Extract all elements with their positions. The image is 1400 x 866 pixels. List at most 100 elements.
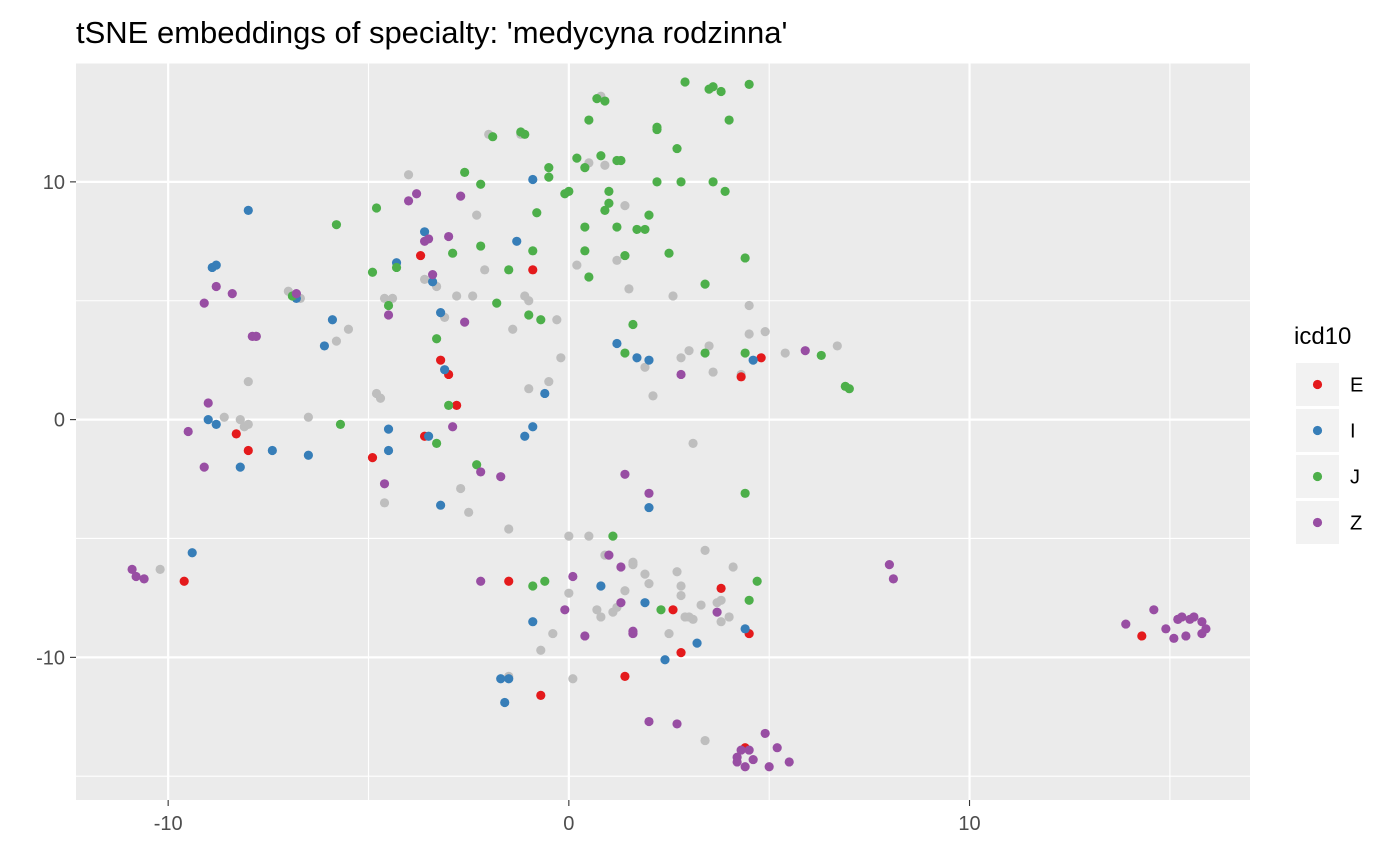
data-point-Z [444, 231, 454, 242]
data-point-other [504, 524, 514, 534]
legend-label-Z: Z [1350, 513, 1362, 535]
data-point-E [528, 265, 538, 275]
data-point-J [604, 186, 614, 196]
data-point-E [620, 671, 630, 681]
data-point-J [680, 77, 690, 87]
data-point-J [708, 82, 718, 92]
data-point-other [668, 291, 678, 301]
data-point-Z [616, 562, 626, 572]
data-point-I [267, 445, 277, 456]
data-point-other [716, 617, 726, 627]
data-point-other [464, 507, 474, 517]
data-point-J [528, 581, 538, 591]
data-point-Z [628, 628, 638, 639]
data-point-other [468, 291, 478, 301]
data-point-Z [1185, 614, 1195, 624]
data-point-I [500, 697, 510, 708]
data-point-Z [620, 469, 630, 479]
data-point-J [612, 155, 622, 166]
data-point-other [387, 293, 398, 303]
data-point-I [528, 617, 538, 627]
data-point-other [572, 260, 582, 270]
data-point-other [640, 569, 650, 579]
data-point-Z [1197, 617, 1207, 627]
data-point-I [612, 338, 622, 349]
data-point-other [684, 346, 694, 356]
data-point-I [319, 341, 330, 351]
data-point-other [552, 315, 562, 325]
data-point-Z [748, 754, 758, 765]
data-point-J [524, 310, 534, 320]
data-point-I [440, 365, 450, 375]
data-point-I [520, 431, 530, 441]
chart-title: tSNE embeddings of specialty: 'medycyna … [76, 15, 787, 50]
data-point-I [596, 581, 606, 591]
data-point-other [584, 531, 594, 541]
data-point-other [472, 210, 482, 220]
data-point-I [424, 431, 434, 441]
data-point-J [644, 210, 654, 220]
data-point-other [676, 581, 686, 591]
data-point-Z [496, 472, 506, 482]
data-point-other [708, 367, 718, 377]
data-point-J [844, 384, 854, 394]
plot-panel [76, 63, 1250, 800]
data-point-J [652, 122, 662, 132]
data-point-other [648, 391, 658, 401]
data-point-E [1137, 631, 1147, 641]
data-point-other [556, 353, 566, 363]
data-point-Z [411, 189, 422, 199]
data-point-other [676, 353, 686, 363]
data-point-Z [1161, 624, 1171, 634]
y-tick-label: 0 [54, 410, 65, 432]
data-point-J [640, 224, 650, 235]
data-point-J [540, 576, 550, 586]
data-point-other [600, 160, 610, 170]
data-point-Z [560, 605, 570, 615]
data-point-I [428, 277, 438, 287]
data-point-Z [127, 564, 137, 574]
data-point-J [564, 186, 574, 196]
data-point-Z [784, 757, 794, 767]
data-point-E [716, 583, 726, 594]
data-point-Z [227, 289, 237, 299]
points-unlabeled [155, 91, 842, 746]
data-point-I [211, 260, 221, 270]
data-point-J [528, 246, 538, 256]
data-point-other [628, 557, 638, 567]
data-point-J [520, 129, 530, 139]
data-point-J [432, 438, 442, 448]
data-point-Z [1173, 614, 1183, 624]
data-point-J [632, 224, 642, 235]
data-point-other [688, 614, 698, 624]
data-point-J [652, 177, 662, 187]
data-point-I [187, 548, 197, 558]
data-point-J [580, 246, 590, 256]
data-point-J [492, 298, 502, 308]
data-point-other [456, 483, 466, 494]
data-point-Z [1149, 605, 1159, 615]
data-point-J [536, 315, 546, 325]
data-point-E [415, 250, 426, 261]
data-point-I [235, 462, 245, 472]
data-point-I [644, 355, 654, 365]
data-point-I [496, 674, 506, 684]
data-point-I [512, 236, 522, 246]
data-point-Z [764, 762, 774, 772]
data-point-E [676, 648, 686, 658]
data-point-Z [199, 298, 209, 308]
data-point-J [600, 96, 610, 106]
legend-marker-Z [1312, 517, 1323, 528]
data-point-Z [1181, 631, 1191, 641]
data-point-other [331, 336, 342, 346]
data-point-J [664, 248, 674, 258]
x-tick-label: 0 [563, 813, 574, 835]
data-point-J [448, 248, 458, 258]
data-point-J [604, 198, 614, 208]
data-point-Z [448, 422, 458, 432]
data-point-J [504, 265, 514, 275]
data-point-Z [644, 488, 654, 498]
data-point-other [219, 412, 229, 422]
data-point-J [700, 348, 710, 358]
